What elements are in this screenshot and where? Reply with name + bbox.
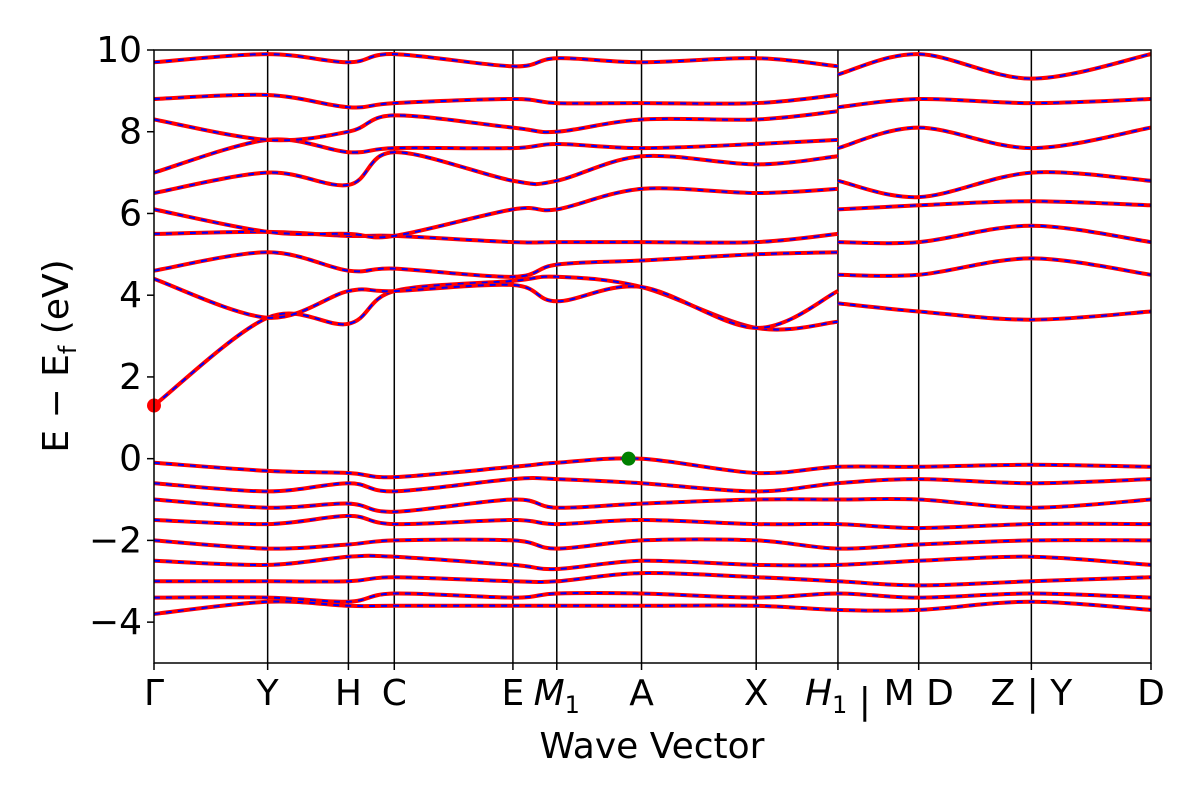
band-lines: [154, 52, 1151, 616]
band-line-spin-down: [837, 302, 1151, 321]
x-tick-label: H: [335, 673, 362, 714]
x-tick-label: E: [502, 673, 525, 714]
band-line-spin-up: [837, 301, 1151, 322]
y-tick-label: 10: [96, 30, 142, 71]
x-tick-label: A: [629, 673, 654, 714]
y-tick-label: 8: [119, 112, 142, 153]
band-line-spin-up: [154, 496, 1151, 514]
band-line-spin-down: [154, 93, 838, 109]
x-axis-ticks: Γ Y H C E M1 A X H1 | M D Z | Y D: [144, 663, 1165, 722]
band-line-spin-down: [154, 554, 1151, 571]
x-tick-label: H1 |: [805, 673, 871, 722]
band-line-spin-down: [154, 230, 839, 244]
band-line-spin-up: [837, 125, 1151, 151]
band-line-spin-down: [154, 138, 838, 174]
band-line-spin-up: [154, 52, 839, 69]
band-edge-marker: [621, 451, 636, 466]
y-tick-label: 6: [119, 193, 142, 234]
band-edge-markers: [147, 398, 636, 466]
band-line-spin-up: [154, 92, 839, 110]
band-line-spin-down: [837, 171, 1151, 199]
band-line-spin-down: [154, 187, 838, 239]
band-line-spin-down: [154, 497, 1151, 513]
band-line-spin-up: [154, 456, 1151, 480]
band-line-spin-down: [154, 275, 838, 407]
plot-frame: [153, 49, 1152, 664]
y-tick-label: 0: [119, 439, 142, 480]
band-line-spin-down: [154, 251, 838, 278]
band-line-spin-down: [154, 538, 1151, 550]
y-axis-label-unit: (eV): [36, 259, 77, 345]
band-line-spin-down: [837, 200, 1151, 211]
band-line-spin-down: [154, 53, 838, 68]
band-line-spin-down: [154, 572, 1151, 587]
y-axis-label-sub: f: [54, 345, 82, 354]
band-line-spin-down: [154, 591, 1151, 603]
band-line-spin-up: [154, 186, 839, 240]
x-tick-label: Z | Y: [991, 673, 1074, 714]
band-line-spin-down: [154, 110, 839, 142]
band-line-spin-down: [837, 53, 1151, 80]
band-line-spin-up: [154, 150, 839, 195]
band-line-spin-up: [154, 274, 839, 408]
y-tick-label: 4: [119, 275, 142, 316]
band-line-spin-up: [154, 599, 1151, 616]
band-line-spin-down: [837, 257, 1151, 277]
y-axis-label-main: E − E: [36, 354, 77, 453]
band-line-spin-down: [154, 600, 1151, 615]
x-tick-label: M D: [884, 673, 954, 714]
y-tick-label: −2: [89, 520, 142, 561]
band-line-spin-up: [154, 571, 1151, 588]
y-tick-label: 2: [119, 357, 142, 398]
x-tick-label: M1: [534, 673, 580, 719]
band-line-spin-down: [837, 97, 1151, 109]
band-line-spin-down: [837, 126, 1151, 150]
band-line-spin-up: [154, 277, 839, 330]
y-axis-label: E − Ef (eV): [36, 259, 82, 452]
x-tick-label: Y: [256, 673, 280, 714]
band-line-spin-down: [154, 477, 1151, 493]
x-tick-label: X: [744, 673, 769, 714]
band-line-spin-up: [154, 513, 1151, 531]
band-line-spin-down: [154, 514, 1151, 530]
x-axis-label: Wave Vector: [540, 726, 765, 767]
x-tick-label: C: [382, 673, 407, 714]
x-tick-label: D: [1137, 673, 1165, 714]
y-axis-ticks: −4 −2 0 2 4 6 8 10: [89, 30, 154, 643]
band-line-spin-down: [837, 224, 1151, 245]
band-line-spin-down: [154, 457, 1151, 479]
x-tick-label: Γ: [144, 673, 164, 714]
y-tick-label: −4: [89, 602, 142, 643]
band-line-spin-down: [154, 151, 838, 194]
